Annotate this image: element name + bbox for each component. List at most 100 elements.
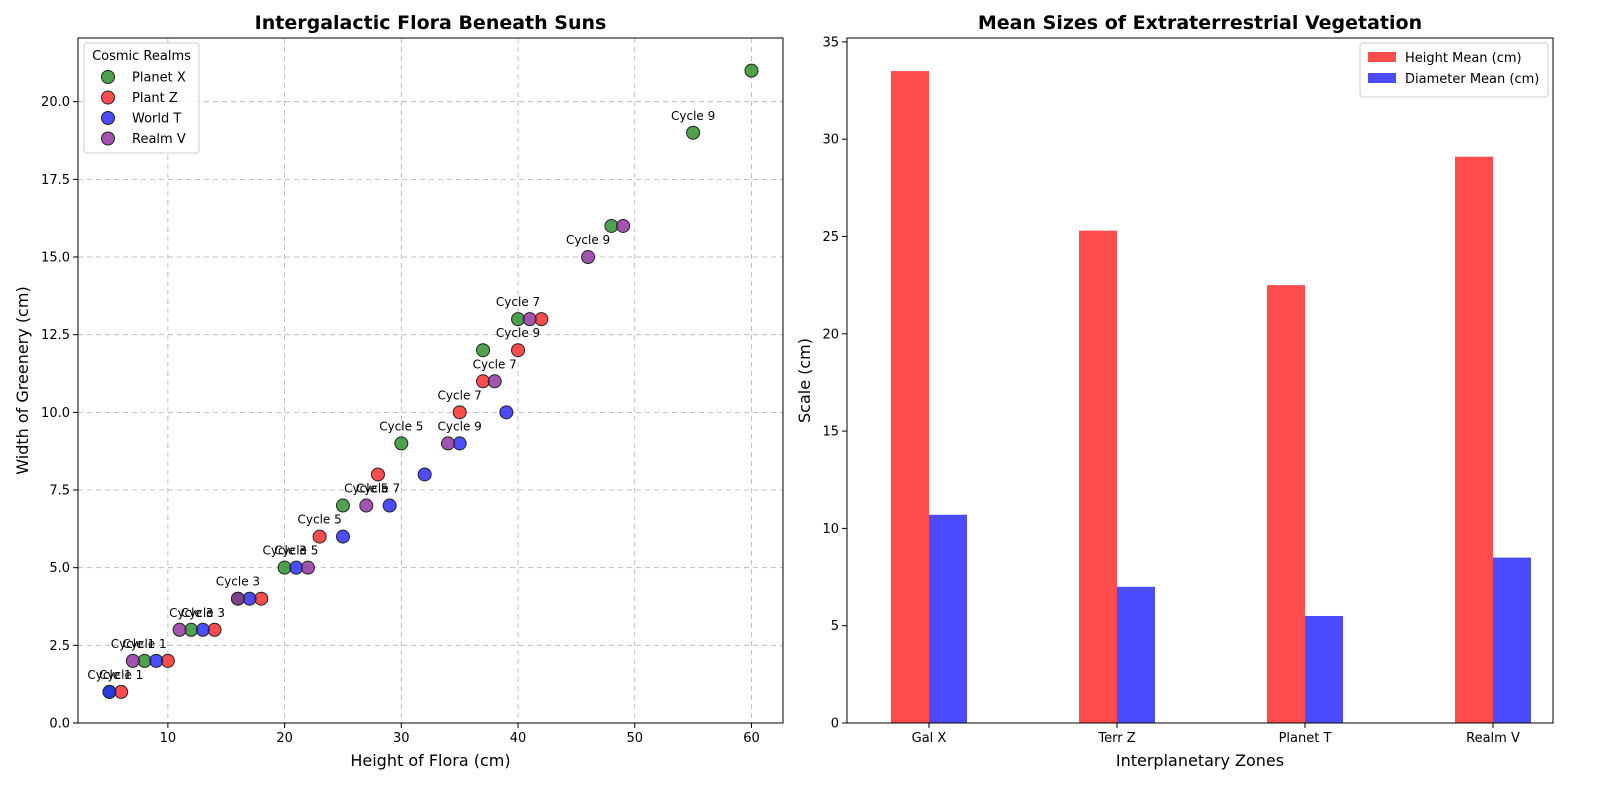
scatter-annotation: Cycle 7 [356,482,400,496]
scatter-point-planet-x [335,498,350,513]
scatter-point-realm-v [300,560,315,575]
scatter-x-axis-label: Height of Flora (cm) [350,751,510,770]
bar-legend: Height Mean (cm) Diameter Mean (cm) [1359,42,1549,98]
scatter-point-realm-v [441,436,456,451]
bar-x-tick-label: Gal X [912,731,947,746]
scatter-annotation: Cycle 1 [87,668,131,682]
scatter-point-planet-x [686,125,701,140]
bar-height-mean-cm-planet-t [1267,285,1305,723]
scatter-point-realm-v [581,250,596,265]
scatter-point-world-t [335,529,350,544]
scatter-y-tick-label: 17.5 [41,173,70,188]
scatter-point-realm-v [359,498,374,513]
scatter-legend-label-plant-z: Plant Z [132,91,178,106]
scatter-legend-label-world-t: World T [132,112,181,127]
scatter-point-plant-z [254,591,269,606]
scatter-x-ticks: 10 20 30 40 50 60 [160,723,760,746]
scatter-annotation: Cycle 7 [438,388,482,402]
scatter-point-realm-v [487,374,502,389]
scatter-plot-frame [77,37,784,724]
scatter-legend-marker-realm-v [101,131,115,146]
scatter-point-realm-v [172,622,187,637]
bar-y-tick-label: 5 [831,619,839,634]
scatter-y-tick-label: 10.0 [41,406,70,421]
bar-legend-items: Height Mean (cm) Diameter Mean (cm) [1368,51,1539,87]
bar-diameter-mean-cm-terr-z [1117,586,1155,723]
bar-chart: Gal X Terr Z Planet T Realm V 0 5 10 15 20 25 30 3… [795,12,1554,770]
scatter-point-realm-v [616,218,631,233]
scatter-point-world-t [417,467,432,482]
scatter-points [102,63,759,699]
scatter-point-world-t [242,591,257,606]
bar-x-tick-label: Realm V [1466,731,1520,746]
scatter-annotation: Cycle 3 [181,606,225,620]
scatter-point-planet-x [394,436,409,451]
bar-y-tick-label: 0 [831,717,839,732]
scatter-annotation: Cycle 5 [274,544,318,558]
bar-diameter-mean-cm-gal-x [929,514,967,723]
scatter-y-tick-label: 2.5 [49,639,70,654]
scatter-y-axis-label: Width of Greenery (cm) [13,286,32,474]
scatter-x-tick-label: 20 [276,731,293,746]
scatter-point-world-t [452,436,467,451]
bar-y-tick-label: 25 [822,230,839,245]
bar-legend-label-height-mean-cm: Height Mean (cm) [1405,51,1522,66]
bar-height-mean-cm-terr-z [1079,230,1117,723]
bar-y-axis-label: Scale (cm) [795,338,814,423]
scatter-legend-title: Cosmic Realms [92,49,191,64]
bar-height-mean-cm-realm-v [1455,156,1493,723]
scatter-annotation: Cycle 9 [496,326,540,340]
scatter-point-plant-z [370,467,385,482]
bar-height-mean-cm-gal-x [891,71,929,723]
bar-x-tick-label: Terr Z [1097,731,1135,746]
scatter-point-realm-v [522,312,537,327]
bar-y-tick-label: 15 [822,425,839,440]
scatter-y-ticks: 0.0 2.5 5.0 7.5 10.0 12.5 15.0 17.5 20.0 [41,95,78,732]
scatter-annotation: Cycle 3 [262,544,306,558]
scatter-annotation: Cycle 1 [111,637,155,651]
scatter-point-plant-z [452,405,467,420]
scatter-grid [78,38,783,724]
bar-legend-swatch-diameter-mean-cm [1368,73,1396,83]
scatter-point-planet-x [277,560,292,575]
scatter-annotation: Cycle 9 [566,233,610,247]
scatter-annotation: Cycle 1 [99,668,143,682]
scatter-legend-items: Planet X Plant Z World T Realm V [101,70,186,147]
bar-x-ticks: Gal X Terr Z Planet T Realm V [912,723,1520,746]
scatter-point-world-t [195,622,210,637]
bar-diameter-mean-cm-realm-v [1493,557,1531,723]
scatter-point-world-t [289,560,304,575]
scatter-point-planet-x [184,622,199,637]
scatter-point-planet-x [476,343,491,358]
scatter-annotation: Cycle 7 [473,357,517,371]
scatter-y-tick-label: 5.0 [49,561,70,576]
bar-y-ticks: 0 5 10 15 20 25 30 35 [822,35,847,732]
scatter-x-tick-label: 60 [743,731,760,746]
scatter-legend-box [83,42,200,154]
bar-diameter-mean-cm-planet-t [1305,615,1343,723]
scatter-point-plant-z [312,529,327,544]
scatter-x-tick-label: 50 [626,731,643,746]
scatter-y-tick-label: 0.0 [49,717,70,732]
scatter-annotation: Cycle 1 [122,637,166,651]
bar-legend-box [1359,42,1549,98]
scatter-legend-marker-world-t [101,111,115,125]
bar-legend-label-diameter-mean-cm: Diameter Mean (cm) [1405,72,1539,87]
scatter-annotation: Cycle 9 [438,419,482,433]
scatter-point-plant-z [207,622,222,637]
scatter-point-plant-z [476,374,491,389]
scatter-point-plant-z [534,312,549,327]
scatter-annotation: Cycle 5 [344,482,388,496]
scatter-y-tick-label: 12.5 [41,328,70,343]
scatter-annotation: Cycle 7 [496,295,540,309]
bar-y-tick-label: 35 [822,35,839,50]
scatter-x-tick-label: 40 [510,731,527,746]
bar-plot-frame [846,37,1554,724]
bar-legend-swatch-height-mean-cm [1368,52,1396,62]
scatter-annotation: Cycle 5 [297,513,341,527]
scatter-point-world-t [102,684,117,699]
scatter-point-plant-z [114,684,129,699]
